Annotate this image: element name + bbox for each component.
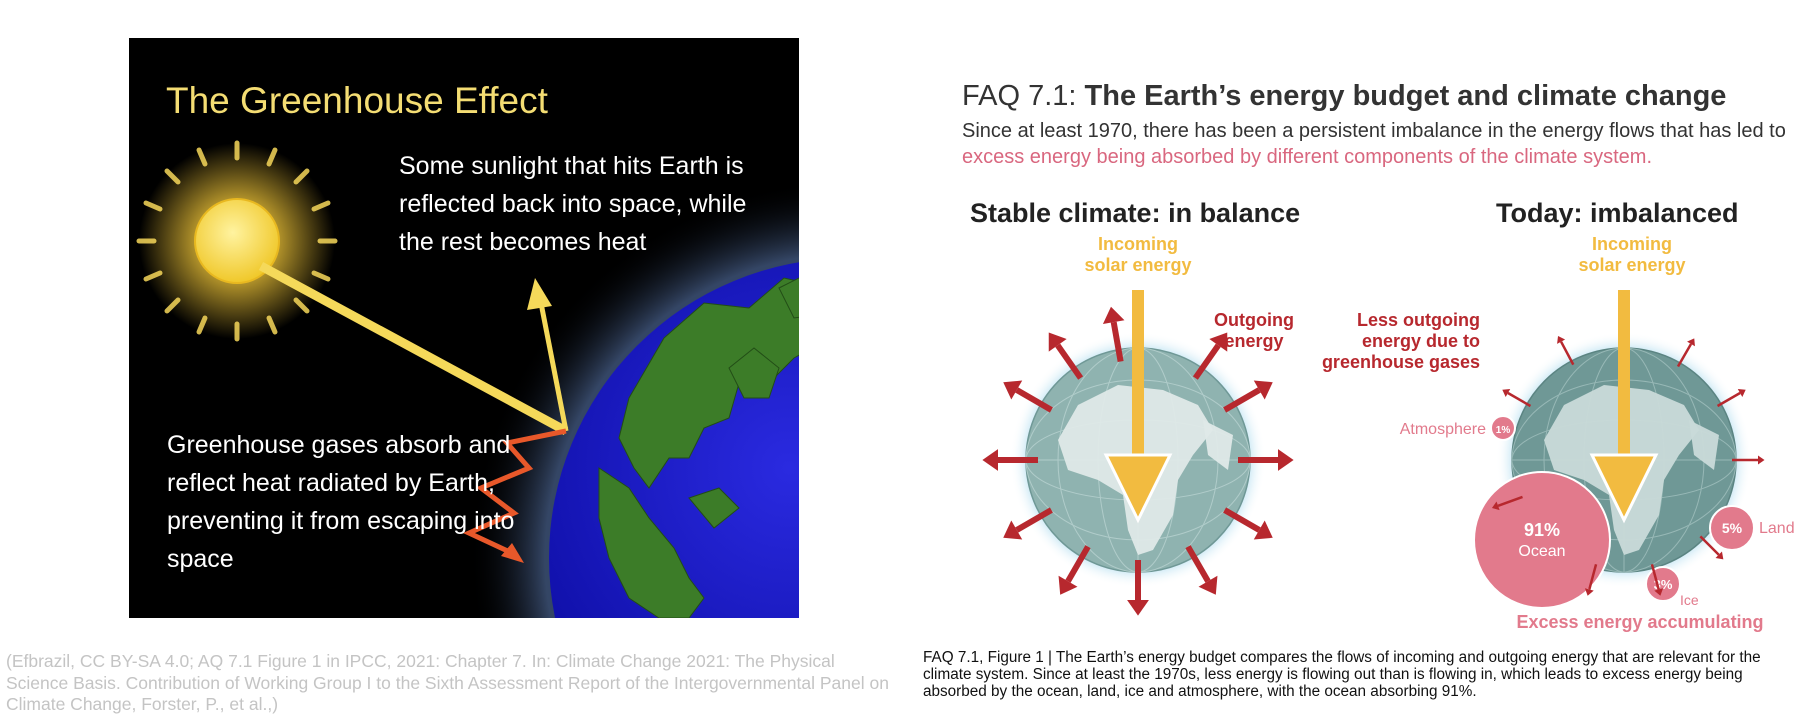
energy-budget-diagram: Incoming solar energy Outgoing energy In… — [982, 234, 1795, 632]
ocean-percent: 91% — [1524, 520, 1560, 540]
figure-caption: FAQ 7.1, Figure 1 | The Earth’s energy b… — [923, 649, 1761, 700]
greenhouse-gases-description: Greenhouse gases absorb and reflect heat… — [167, 431, 515, 573]
stable-outgoing-arrow — [1223, 507, 1273, 540]
earth-icon — [549, 262, 799, 618]
stable-outgoing-arrow — [1003, 507, 1053, 540]
faq-subtitle-plain: Since at least 1970, there has been a pe… — [962, 120, 1786, 142]
sunlight-beam — [258, 262, 569, 435]
stable-outgoing-arrow — [1003, 380, 1053, 413]
faq-subtitle: Since at least 1970, there has been a pe… — [962, 118, 1802, 170]
today-outgoing-arrow — [1676, 338, 1695, 368]
today-incoming-line2: solar energy — [1578, 255, 1685, 275]
today-outgoing-arrow — [1557, 335, 1575, 366]
ocean-label: Ocean — [1518, 543, 1565, 560]
outgoing-arrows-layer — [982, 306, 1765, 616]
stable-outgoing-arrow — [1102, 306, 1125, 363]
faq-number: FAQ 7.1: — [962, 80, 1077, 112]
stable-outgoing-arrow — [1127, 560, 1149, 616]
reflected-light-arrow — [527, 278, 569, 432]
land-percent: 5% — [1722, 520, 1743, 536]
sunlight-description: Some sunlight that hits Earth is reflect… — [399, 152, 747, 256]
sun-icon — [136, 140, 338, 342]
greenhouse-title: The Greenhouse Effect — [166, 80, 548, 121]
image-credit: (Efbrazil, CC BY-SA 4.0; AQ 7.1 Figure 1… — [6, 651, 889, 714]
stable-incoming-line1: Incoming — [1098, 234, 1178, 254]
ocean-circle — [1473, 471, 1611, 609]
stable-outgoing-arrow — [1192, 332, 1228, 380]
stable-outgoing-line1: Outgoing — [1214, 310, 1294, 330]
excess-energy-label: Excess energy accumulating — [1516, 612, 1763, 632]
stable-outgoing-arrow — [982, 449, 1038, 471]
less-outgoing-line1: Less outgoing — [1357, 310, 1480, 330]
today-outgoing-arrow — [1699, 535, 1724, 560]
today-incoming-arrow — [1589, 290, 1659, 524]
faq-title: The Earth’s energy budget and climate ch… — [1084, 80, 1727, 112]
today-incoming-line1: Incoming — [1592, 234, 1672, 254]
greenhouse-effect-panel: The Greenhouse Effect Some sunlight that… — [129, 38, 799, 618]
greenhouse-illustration — [136, 140, 799, 618]
faq-heading: FAQ 7.1: The Earth’s energy budget and c… — [962, 80, 1726, 113]
stable-incoming-line2: solar energy — [1084, 255, 1191, 275]
land-label: Land — [1759, 520, 1795, 537]
less-outgoing-line3: greenhouse gases — [1322, 352, 1480, 372]
today-outgoing-arrow — [1716, 389, 1746, 408]
stable-incoming-arrow — [1103, 290, 1173, 524]
atmosphere-percent: 1% — [1496, 425, 1511, 436]
less-outgoing-line2: energy due to — [1362, 331, 1480, 351]
faq-subtitle-highlight: excess energy being absorbed by differen… — [962, 146, 1653, 168]
stable-outgoing-arrow — [1058, 545, 1091, 595]
atmosphere-label: Atmosphere — [1400, 421, 1486, 438]
heat-radiation-arrow — [462, 428, 567, 563]
today-outgoing-arrow — [1502, 389, 1532, 408]
ice-label: Ice — [1680, 592, 1699, 608]
today-outgoing-arrow — [1491, 495, 1523, 511]
atmosphere-circle — [1490, 415, 1516, 441]
stable-outgoing-arrow — [1238, 449, 1294, 471]
stable-climate-title: Stable climate: in balance — [970, 198, 1301, 228]
today-outgoing-arrow — [1584, 563, 1598, 596]
today-title: Today: imbalanced — [1496, 198, 1739, 228]
stable-outgoing-arrow — [1185, 545, 1218, 595]
stable-outgoing-arrow — [1223, 380, 1273, 413]
stable-outgoing-line2: energy — [1224, 331, 1283, 351]
today-outgoing-arrow — [1650, 563, 1664, 596]
today-outgoing-arrow — [1732, 455, 1765, 465]
stable-outgoing-arrow — [1048, 332, 1084, 380]
land-circle — [1709, 505, 1755, 551]
